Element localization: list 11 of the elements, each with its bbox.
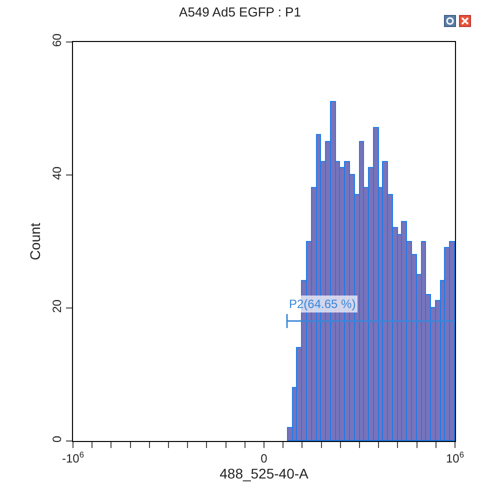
annotation: P2(64.65 %)	[289, 297, 356, 311]
chart-title: A549 Ad5 EGFP : P1	[179, 4, 301, 20]
y-axis-title: Count	[26, 222, 43, 260]
y-tick-label: 20	[50, 299, 64, 313]
y-tick-label: 0	[50, 436, 64, 443]
x-axis-title: 488_525-40-A	[220, 466, 310, 482]
y-tick-label: 60	[50, 33, 64, 47]
x-tick-label: 0	[260, 451, 268, 466]
x-tick-label: 10$^{6}$	[446, 449, 464, 466]
y-tick-label: 40	[50, 166, 64, 180]
x-tick-label: -10$^{6}$	[62, 449, 84, 466]
